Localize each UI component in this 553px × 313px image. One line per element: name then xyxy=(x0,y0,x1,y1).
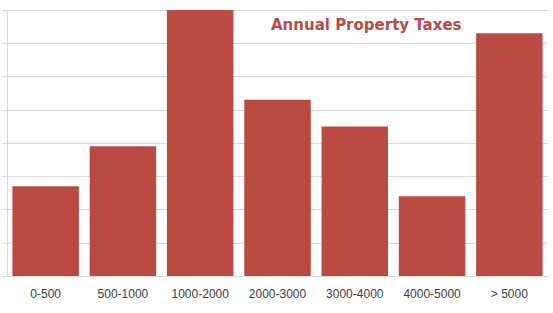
svg-text:0-500: 0-500 xyxy=(30,287,61,301)
svg-text:4000-5000: 4000-5000 xyxy=(403,287,461,301)
svg-text:500-1000: 500-1000 xyxy=(98,287,149,301)
svg-text:3000-4000: 3000-4000 xyxy=(326,287,384,301)
svg-text:Annual Property Taxes: Annual Property Taxes xyxy=(271,16,462,34)
svg-text:2000-3000: 2000-3000 xyxy=(249,287,307,301)
svg-text:> 5000: > 5000 xyxy=(491,287,528,301)
svg-text:1000-2000: 1000-2000 xyxy=(172,287,230,301)
